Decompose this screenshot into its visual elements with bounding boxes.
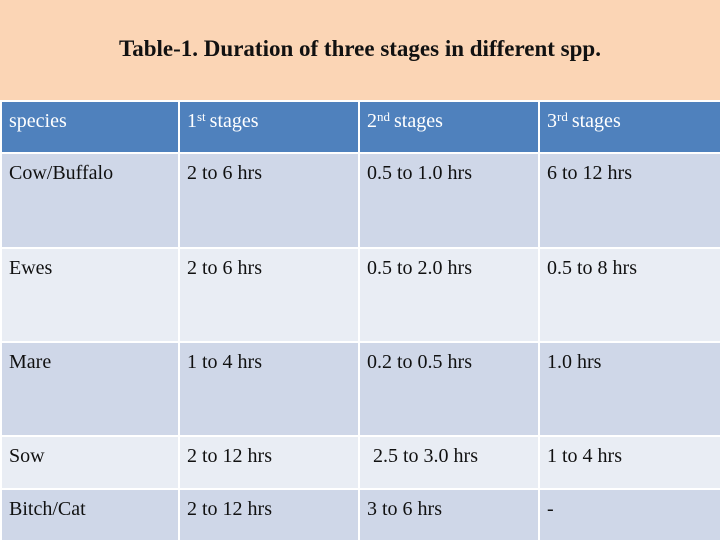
table-cell: 1 to 4 hrs (178, 341, 360, 437)
table-cell: 0.5 to 8 hrs (538, 247, 720, 343)
header-text: stages (394, 110, 443, 132)
header-text: stages (209, 110, 259, 132)
table-cell: 3 to 6 hrs (358, 488, 540, 542)
table-cell: 2.5 to 3.0 hrs (358, 435, 540, 490)
table-cell: Cow/Buffalo (0, 152, 180, 249)
header-text: species (9, 110, 67, 132)
table-cell: Mare (0, 341, 180, 437)
title: Table-1. Duration of three stages in dif… (119, 36, 601, 61)
table-row: Sow 2 to 12 hrs 2.5 to 3.0 hrs 1 to 4 hrs (0, 435, 720, 490)
table-cell: 0.2 to 0.5 hrs (358, 341, 540, 437)
table-cell: - (538, 488, 720, 542)
header-number: 2 (367, 110, 377, 132)
header-superscript: nd (377, 109, 390, 124)
table-cell: 1.0 hrs (538, 341, 720, 437)
header-text: stages (571, 110, 621, 132)
header-superscript: st (197, 109, 206, 124)
table-cell: Sow (0, 435, 180, 490)
header-cell: 3rd stages (538, 100, 720, 154)
table-cell: 1 to 4 hrs (538, 435, 720, 490)
table-cell: 6 to 12 hrs (538, 152, 720, 249)
data-table: species 1st stages 2nd stages 3rd stages Cow/B… (0, 100, 720, 542)
table-cell: 2 to 6 hrs (178, 152, 360, 249)
title-banner: Table-1. Duration of three stages in dif… (0, 0, 720, 100)
table-cell: 2 to 6 hrs (178, 247, 360, 343)
header-number: 1 (187, 110, 197, 132)
header-number: 3 (547, 110, 557, 132)
table-cell: 0.5 to 1.0 hrs (358, 152, 540, 249)
table-cell: 2 to 12 hrs (178, 488, 360, 542)
table-cell: 0.5 to 2.0 hrs (358, 247, 540, 343)
header-cell: species (0, 100, 180, 154)
table-body: Cow/Buffalo 2 to 6 hrs 0.5 to 1.0 hrs 6 to … (0, 152, 720, 542)
table-row: Bitch/Cat 2 to 12 hrs 3 to 6 hrs - (0, 488, 720, 542)
header-cell: 2nd stages (358, 100, 540, 154)
header-superscript: rd (557, 109, 568, 124)
table-row: Mare 1 to 4 hrs 0.2 to 0.5 hrs 1.0 hrs (0, 341, 720, 437)
table-cell: 2 to 12 hrs (178, 435, 360, 490)
header-row: species 1st stages 2nd stages 3rd stages (0, 100, 720, 154)
table-cell: Bitch/Cat (0, 488, 180, 542)
table-cell: Ewes (0, 247, 180, 343)
table-row: Cow/Buffalo 2 to 6 hrs 0.5 to 1.0 hrs 6 to … (0, 152, 720, 249)
table-row: Ewes 2 to 6 hrs 0.5 to 2.0 hrs 0.5 to 8 hrs (0, 247, 720, 343)
header-cell: 1st stages (178, 100, 360, 154)
